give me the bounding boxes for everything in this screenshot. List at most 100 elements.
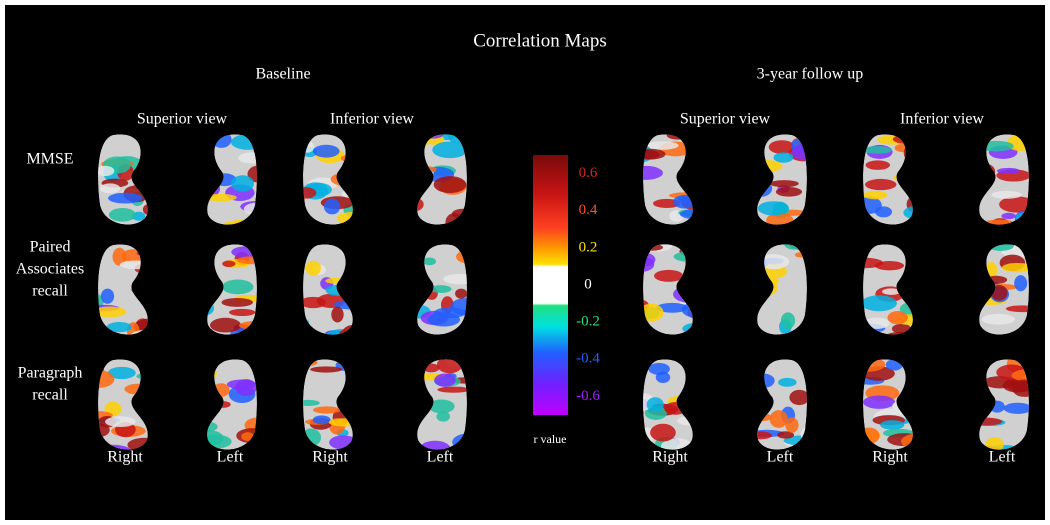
colorbar xyxy=(533,155,568,415)
surface-patch xyxy=(646,141,679,150)
surface-patch xyxy=(775,187,803,197)
surface-patch xyxy=(1001,212,1016,220)
surface-patch xyxy=(660,438,693,450)
surface-patch xyxy=(222,279,254,295)
view-label: Inferior view xyxy=(900,111,984,128)
surface-patch xyxy=(996,167,1020,174)
surface-patch xyxy=(243,202,257,216)
surface-patch xyxy=(768,140,795,154)
surface-patch xyxy=(778,377,797,387)
surface-patch xyxy=(427,312,461,327)
surface-patch xyxy=(785,417,799,433)
surface-patch xyxy=(342,324,353,335)
surface-patch xyxy=(903,205,913,220)
side-label: Left xyxy=(427,449,454,466)
surface-patch xyxy=(1014,275,1028,292)
surface-patch xyxy=(653,269,684,282)
surface-patch xyxy=(105,416,136,428)
surface-patch xyxy=(981,313,1016,325)
surface-patch xyxy=(112,247,127,266)
surface-patch xyxy=(222,260,236,268)
surface-patch xyxy=(247,165,257,183)
surface-patch xyxy=(769,410,788,428)
surface-patch xyxy=(108,208,137,222)
surface-patch xyxy=(991,190,1022,199)
surface-patch xyxy=(236,256,257,265)
colorbar-tick-label: -0.4 xyxy=(576,351,600,367)
surface-patch xyxy=(757,254,790,270)
surface-patch xyxy=(863,295,897,312)
surface-patch xyxy=(432,141,467,159)
surface-patch xyxy=(436,411,451,422)
side-label: Left xyxy=(767,449,794,466)
surface-patch xyxy=(328,418,353,427)
figure-title: Correlation Maps xyxy=(473,30,607,51)
surface-patch xyxy=(643,256,655,272)
surface-patch xyxy=(231,175,255,192)
surface-patch xyxy=(987,244,1015,251)
surface-patch xyxy=(108,192,143,204)
surface-patch xyxy=(773,152,794,163)
surface-patch xyxy=(238,152,257,164)
surface-patch xyxy=(437,386,467,393)
side-label: Right xyxy=(872,449,908,466)
surface-patch xyxy=(434,373,456,387)
hippocampus-render xyxy=(757,359,807,450)
surface-patch xyxy=(303,399,320,407)
surface-patch xyxy=(979,417,1003,426)
surface-patch xyxy=(679,209,693,220)
view-label: Superior view xyxy=(680,111,771,128)
surface-patch xyxy=(323,198,341,215)
surface-patch xyxy=(865,178,897,191)
surface-patch xyxy=(98,306,127,318)
colorbar-tick-label: -0.2 xyxy=(576,314,600,330)
surface-patch xyxy=(887,311,908,325)
view-label: Superior view xyxy=(137,111,228,128)
view-label: Inferior view xyxy=(330,111,414,128)
surface-patch xyxy=(428,399,455,414)
surface-patch xyxy=(789,389,807,406)
surface-patch xyxy=(142,203,148,216)
hippocampus-render xyxy=(417,244,467,335)
surface-patch xyxy=(98,165,115,177)
surface-patch xyxy=(312,406,341,414)
surface-patch xyxy=(221,297,253,307)
colorbar-label: r value xyxy=(534,432,567,446)
surface-patch xyxy=(656,302,689,313)
surface-patch xyxy=(305,260,321,276)
surface-patch xyxy=(863,190,888,200)
colorbar-tick-label: 0 xyxy=(584,276,592,292)
surface-patch xyxy=(875,206,893,218)
surface-patch xyxy=(443,273,467,285)
row-label: Paired xyxy=(30,239,71,256)
surface-patch xyxy=(769,180,799,188)
surface-patch xyxy=(100,288,115,304)
surface-patch xyxy=(863,146,893,154)
hippocampus-render xyxy=(643,359,693,450)
surface-patch xyxy=(777,431,795,439)
side-label: Left xyxy=(217,449,244,466)
surface-patch xyxy=(207,430,224,447)
surface-patch xyxy=(650,423,676,442)
surface-patch xyxy=(780,312,796,329)
row-label: recall xyxy=(32,283,68,300)
row-label: MMSE xyxy=(26,151,73,168)
surface-patch xyxy=(430,285,452,294)
colorbar-tick-label: -0.6 xyxy=(576,388,600,404)
surface-patch xyxy=(226,379,257,390)
surface-patch xyxy=(312,144,340,158)
surface-patch xyxy=(1012,379,1029,397)
surface-patch xyxy=(999,196,1029,213)
side-label: Right xyxy=(107,449,143,466)
surface-patch xyxy=(331,306,344,323)
surface-patch xyxy=(865,160,890,170)
surface-patch xyxy=(312,415,331,425)
row-label: recall xyxy=(32,387,68,404)
surface-patch xyxy=(107,366,136,380)
surface-patch xyxy=(423,257,436,266)
side-label: Right xyxy=(652,449,688,466)
surface-patch xyxy=(207,421,218,433)
surface-patch xyxy=(863,257,884,269)
surface-patch xyxy=(1005,305,1029,313)
